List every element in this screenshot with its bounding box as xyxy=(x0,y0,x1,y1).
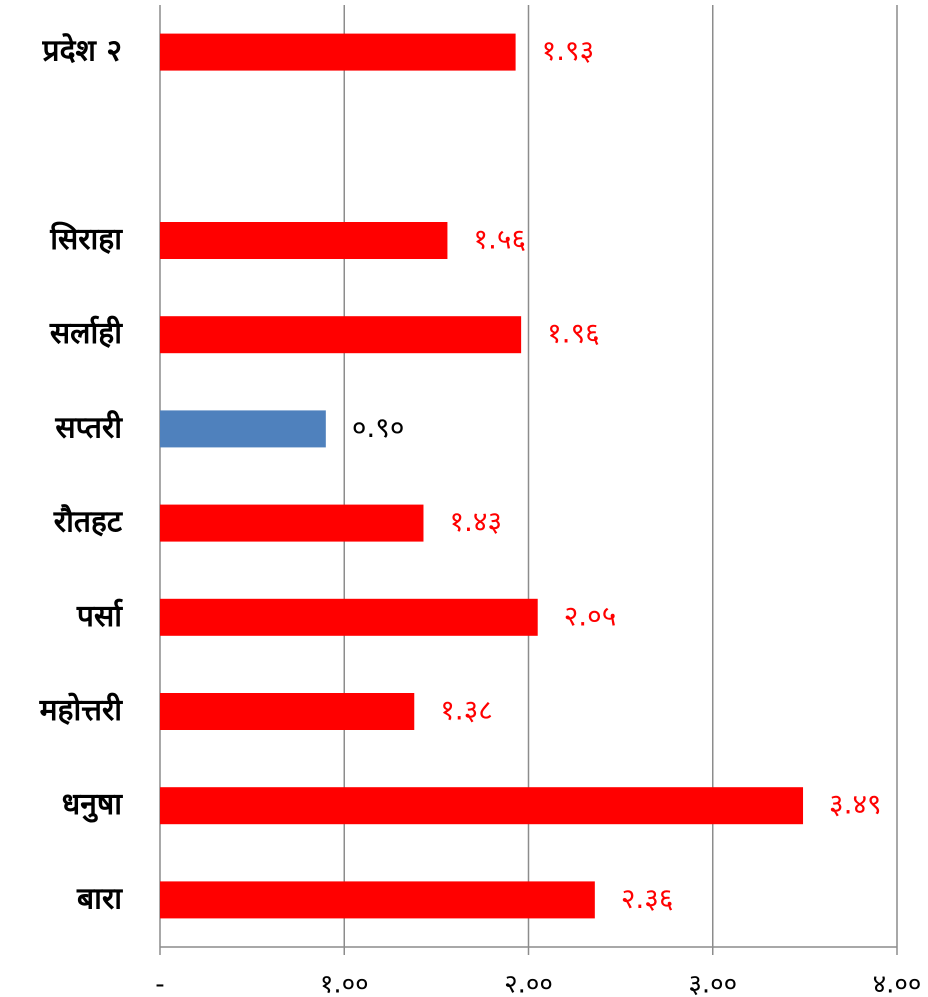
value-label: २.३६ xyxy=(621,882,674,915)
bar xyxy=(160,410,326,448)
value-label: १.९३ xyxy=(542,34,595,67)
bar xyxy=(160,33,516,71)
value-label: १.९६ xyxy=(547,317,600,350)
y-tick-label: सर्लाही xyxy=(49,315,123,351)
y-tick-label: पर्सा xyxy=(76,598,123,634)
bar xyxy=(160,787,804,825)
x-tick-label: - xyxy=(155,970,164,997)
y-tick-label: प्रदेश २ xyxy=(42,33,122,69)
y-tick-label: रौतहट xyxy=(53,504,124,540)
bar xyxy=(160,504,424,542)
y-tick-label: महोत्तरी xyxy=(39,692,124,728)
x-tick-label: ४.०० xyxy=(873,970,922,997)
bar xyxy=(160,316,522,354)
y-tick-label: सिराहा xyxy=(49,221,123,257)
x-tick-label: १.०० xyxy=(320,970,369,997)
bar xyxy=(160,222,448,259)
value-label: ०.९० xyxy=(352,411,405,444)
value-label: १.५६ xyxy=(473,223,526,256)
y-tick-label: धनुषा xyxy=(62,787,123,823)
y-tick-label: सप्तरी xyxy=(54,409,123,445)
value-label: ३.४९ xyxy=(829,788,882,821)
value-label: १.४३ xyxy=(449,505,502,538)
value-label: २.०५ xyxy=(564,599,617,632)
value-label: १.३८ xyxy=(440,694,493,727)
y-tick-label: बारा xyxy=(76,881,123,916)
x-tick-label: २.०० xyxy=(504,970,553,997)
bar xyxy=(160,693,415,730)
x-tick-label: ३.०० xyxy=(688,970,737,997)
bar xyxy=(160,598,538,636)
bar xyxy=(160,881,595,919)
